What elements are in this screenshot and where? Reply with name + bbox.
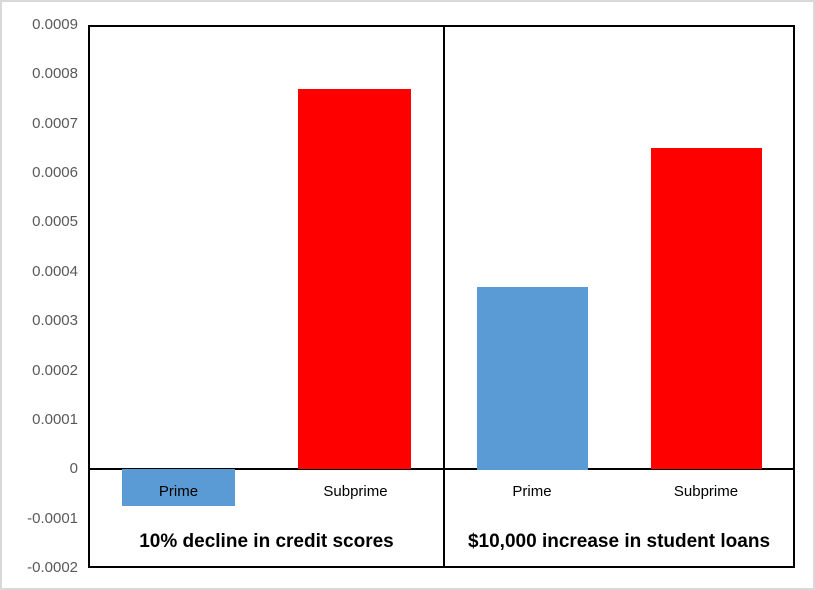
y-tick-label: 0.0002 — [32, 362, 78, 379]
y-tick-label: 0.0009 — [32, 16, 78, 33]
panel-title: 10% decline in credit scores — [139, 531, 394, 552]
y-tick-label: 0.0004 — [32, 263, 78, 280]
plot-border-bottom — [88, 566, 795, 568]
bar-subprime — [298, 89, 411, 469]
zero-axis-line — [88, 468, 795, 470]
bar-prime — [477, 287, 588, 470]
y-tick-label: 0.0003 — [32, 312, 78, 329]
y-tick-label: 0.0008 — [32, 65, 78, 82]
y-tick-label: 0 — [69, 460, 78, 477]
category-label-prime: Prime — [158, 483, 199, 500]
plot-border-left — [88, 25, 90, 568]
panel-divider-line — [443, 25, 445, 568]
y-tick-label: 0.0007 — [32, 115, 78, 132]
category-label-subprime: Subprime — [673, 483, 739, 500]
plot-border-top — [88, 25, 795, 27]
y-tick-label: -0.0001 — [27, 510, 78, 527]
plot-border-right — [793, 25, 795, 568]
category-label-subprime: Subprime — [323, 483, 388, 500]
panel-title: $10,000 increase in student loans — [467, 531, 771, 552]
y-tick-label: 0.0001 — [32, 411, 78, 428]
y-tick-label: 0.0005 — [32, 213, 78, 230]
category-label-prime: Prime — [512, 483, 552, 500]
y-tick-label: 0.0006 — [32, 164, 78, 181]
y-tick-label: -0.0002 — [27, 559, 78, 576]
bar-prime — [122, 469, 235, 506]
bar-subprime — [651, 148, 762, 469]
